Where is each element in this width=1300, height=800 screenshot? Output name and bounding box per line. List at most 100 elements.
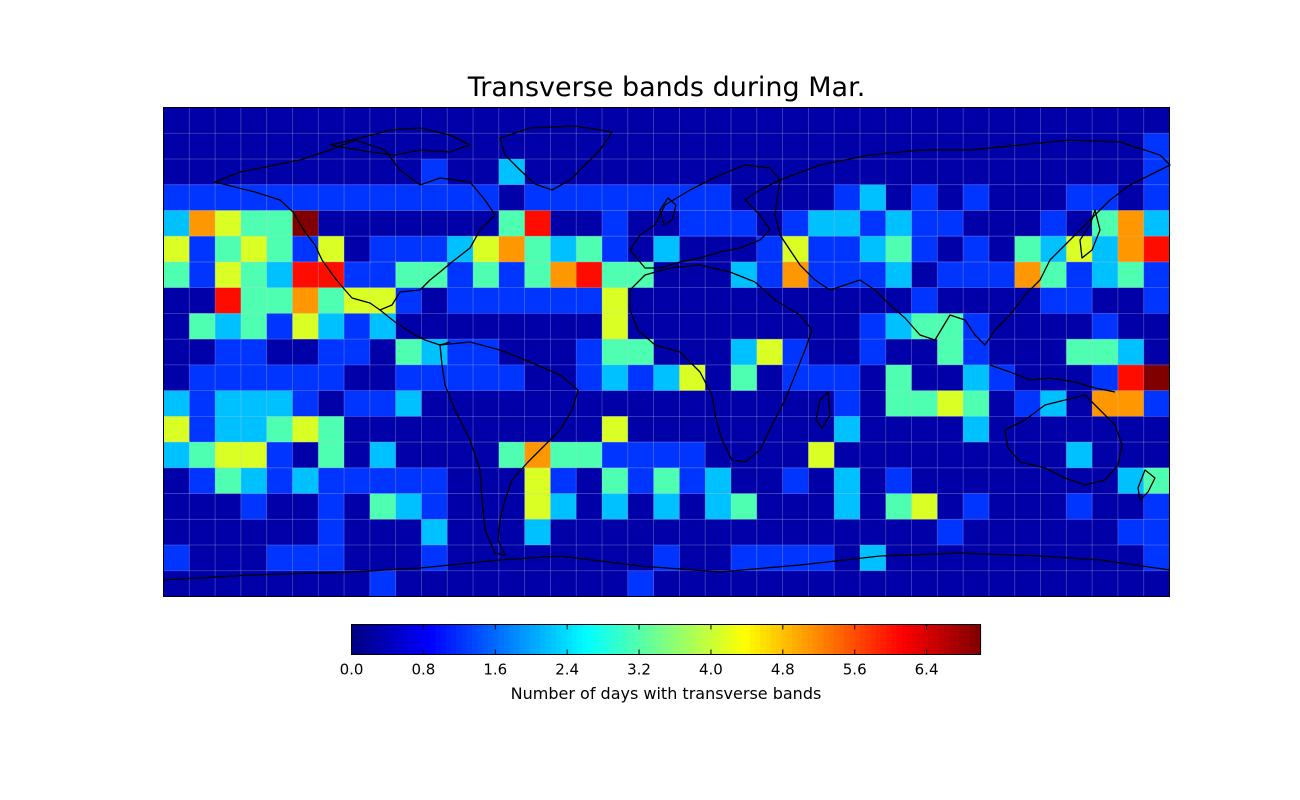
- heatmap-cell: [292, 519, 319, 546]
- heatmap-cell: [808, 339, 835, 366]
- heatmap-cell: [1040, 261, 1067, 289]
- heatmap-cell: [498, 416, 526, 443]
- heatmap-cell: [215, 313, 242, 340]
- heatmap-cell: [602, 467, 629, 495]
- heatmap-cell: [705, 236, 732, 263]
- heatmap-cell: [885, 493, 913, 520]
- heatmap-cell: [163, 133, 190, 160]
- heatmap-cell: [215, 364, 242, 392]
- heatmap-cell: [447, 442, 474, 469]
- heatmap-cell: [988, 416, 1016, 443]
- heatmap-cell: [1066, 107, 1093, 134]
- heatmap-cell: [911, 519, 938, 546]
- heatmap-cell: [963, 519, 990, 546]
- colorbar-segment: [576, 624, 583, 655]
- heatmap-cell: [395, 133, 422, 160]
- heatmap-cell: [963, 442, 990, 469]
- colorbar-segment: [886, 624, 892, 655]
- heatmap-cell: [1014, 158, 1042, 186]
- colorbar-segment: [666, 624, 672, 655]
- heatmap-cell: [576, 184, 603, 211]
- heatmap-cell: [911, 133, 938, 160]
- heatmap-cell: [782, 287, 809, 314]
- heatmap-cell: [937, 107, 964, 134]
- colorbar-segment: [356, 624, 363, 655]
- heatmap-cell: [1117, 545, 1145, 572]
- heatmap-cell: [189, 390, 216, 417]
- heatmap-cell: [576, 133, 603, 160]
- colorbar-segment: [482, 624, 489, 655]
- heatmap-cell: [963, 313, 990, 340]
- heatmap-cell: [885, 339, 913, 366]
- colorbar-segment: [797, 624, 803, 655]
- heatmap-cell: [911, 467, 938, 495]
- heatmap-cell: [344, 184, 371, 211]
- heatmap-cell: [395, 313, 422, 340]
- heatmap-cell: [240, 236, 268, 263]
- colorbar-segment: [949, 624, 955, 655]
- heatmap-cell: [215, 416, 242, 443]
- heatmap-cell: [473, 236, 500, 263]
- heatmap-cell: [266, 158, 293, 186]
- heatmap-cell: [705, 390, 732, 417]
- heatmap-cell: [163, 442, 190, 469]
- heatmap-cell: [859, 467, 887, 495]
- heatmap-cell: [885, 261, 913, 289]
- colorbar-segment: [529, 624, 536, 655]
- heatmap-cell: [730, 570, 758, 597]
- heatmap-cell: [1014, 364, 1042, 392]
- heatmap-cell: [782, 416, 809, 443]
- heatmap-cell: [1117, 133, 1145, 160]
- colorbar-segment: [451, 624, 457, 655]
- heatmap-cell: [318, 545, 345, 572]
- heatmap-cell: [1014, 519, 1042, 546]
- heatmap-cell: [524, 133, 551, 160]
- heatmap-cell: [1066, 313, 1093, 340]
- heatmap-cell: [911, 210, 938, 237]
- colorbar-segment: [907, 624, 913, 655]
- heatmap-cell: [163, 184, 190, 211]
- heatmap-cell: [988, 493, 1016, 520]
- heatmap-cell: [189, 442, 216, 469]
- heatmap-cell: [627, 210, 655, 237]
- heatmap-cell: [550, 261, 577, 289]
- heatmap-cell: [885, 570, 913, 597]
- heatmap-cell: [215, 107, 242, 134]
- heatmap-cell: [653, 390, 680, 417]
- heatmap-cell: [1143, 313, 1170, 340]
- heatmap-cell: [885, 236, 913, 263]
- heatmap-cell: [1117, 416, 1145, 443]
- heatmap-cell: [189, 287, 216, 314]
- heatmap-cell: [859, 158, 887, 186]
- heatmap-cell: [215, 261, 242, 289]
- heatmap-cell: [782, 570, 809, 597]
- colorbar-segment: [933, 624, 940, 655]
- colorbar-segment: [859, 624, 866, 655]
- heatmap-cell: [1117, 467, 1145, 495]
- heatmap-cell: [447, 390, 474, 417]
- heatmap-cell: [937, 467, 964, 495]
- colorbar-segment: [776, 624, 782, 655]
- heatmap-cell: [163, 467, 190, 495]
- heatmap-cell: [369, 261, 397, 289]
- heatmap-cell: [937, 442, 964, 469]
- heatmap-cell: [473, 364, 500, 392]
- heatmap-cell: [292, 545, 319, 572]
- heatmap-cell: [240, 442, 268, 469]
- heatmap-cell: [859, 287, 887, 314]
- colorbar-segment: [645, 624, 651, 655]
- heatmap-cell: [782, 442, 809, 469]
- heatmap-cell: [266, 467, 293, 495]
- heatmap-cell: [653, 493, 680, 520]
- heatmap-cell: [1117, 236, 1145, 263]
- heatmap-cell: [756, 236, 784, 263]
- heatmap-cell: [1143, 236, 1170, 263]
- heatmap-cell: [730, 313, 758, 340]
- heatmap-cell: [808, 210, 835, 237]
- colorbar-segment: [587, 624, 594, 655]
- heatmap-cell: [627, 313, 655, 340]
- map-gridlines: [163, 107, 1170, 597]
- colorbar-tick-label: 5.6: [843, 661, 867, 679]
- heatmap-cell: [834, 364, 861, 392]
- heatmap-cell: [1092, 364, 1119, 392]
